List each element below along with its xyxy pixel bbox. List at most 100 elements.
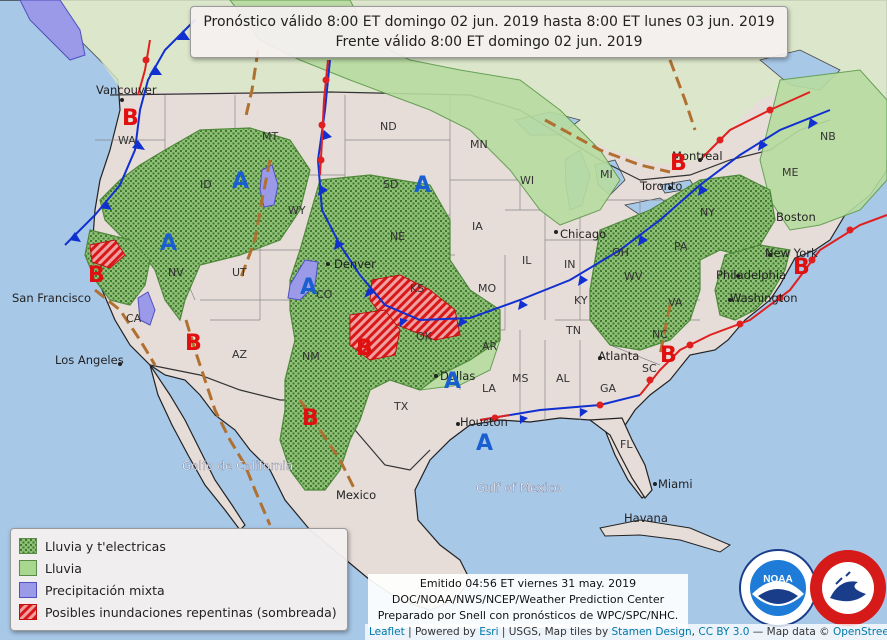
- leaflet-link[interactable]: Leaflet: [369, 626, 405, 638]
- noaa-logo[interactable]: NOAA: [738, 548, 818, 628]
- svg-text:GA: GA: [600, 382, 617, 395]
- forecast-valid-line: Pronóstico válido 8:00 ET domingo 02 jun…: [203, 14, 775, 30]
- svg-text:New York: New York: [765, 246, 818, 260]
- svg-text:OH: OH: [612, 246, 629, 259]
- svg-text:A: A: [232, 169, 249, 194]
- state-labels: WA MT ND MN WI MI ID WY SD NE IA IL IN O…: [118, 120, 836, 451]
- nws-logo[interactable]: [808, 548, 887, 628]
- svg-text:Havana: Havana: [624, 511, 668, 525]
- svg-text:ID: ID: [200, 178, 212, 191]
- svg-text:B: B: [185, 331, 202, 356]
- svg-text:A: A: [414, 173, 431, 198]
- flood-swatch: [19, 604, 37, 620]
- rain-swatch: [19, 560, 37, 576]
- svg-text:LA: LA: [482, 382, 496, 395]
- osm-link[interactable]: OpenStreetMap: [832, 626, 887, 638]
- issued-time: Emitido 04:56 ET viernes 31 may. 2019: [419, 577, 637, 590]
- svg-text:Dallas: Dallas: [440, 369, 475, 383]
- high-pressure-labels: A A A A A A: [160, 169, 493, 456]
- svg-text:ND: ND: [380, 120, 397, 133]
- svg-text:PA: PA: [674, 240, 688, 253]
- svg-text:San Francisco: San Francisco: [12, 291, 91, 305]
- svg-text:FL: FL: [620, 438, 633, 451]
- svg-text:ME: ME: [782, 166, 798, 179]
- legend-item-rain: Lluvia: [19, 557, 347, 579]
- svg-text:Boston: Boston: [776, 210, 816, 224]
- svg-text:Washington: Washington: [730, 291, 798, 305]
- svg-text:OK: OK: [416, 330, 433, 343]
- baja-california: [149, 364, 246, 531]
- low-pressure-labels: B B B B B B B B: [88, 106, 810, 431]
- legend-item-flood: Posibles inundaciones repentinas (sombre…: [19, 601, 347, 623]
- legend-label: Lluvia: [45, 560, 82, 576]
- mixed-swatch: [19, 582, 37, 598]
- legend: Lluvia y t'electricas Lluvia Precipitaci…: [10, 528, 348, 631]
- svg-text:Los Angeles: Los Angeles: [55, 353, 124, 367]
- svg-text:VA: VA: [668, 296, 683, 309]
- svg-text:B: B: [302, 406, 319, 431]
- svg-text:KY: KY: [574, 294, 588, 307]
- legend-label: Posibles inundaciones repentinas (sombre…: [45, 604, 337, 620]
- svg-text:WA: WA: [118, 134, 136, 147]
- svg-text:A: A: [444, 369, 461, 394]
- forecast-title-box: Pronóstico válido 8:00 ET domingo 02 jun…: [190, 6, 788, 58]
- mixed-precip-regions: [19, 0, 319, 326]
- svg-text:UT: UT: [232, 266, 247, 279]
- cuba: [599, 519, 732, 553]
- svg-text:MO: MO: [478, 282, 496, 295]
- svg-text:NV: NV: [168, 266, 184, 279]
- svg-text:NE: NE: [390, 230, 405, 243]
- gulf-of-california-label: Golfo de California: [182, 459, 293, 473]
- esri-link[interactable]: Esri: [479, 626, 499, 638]
- svg-text:MT: MT: [262, 130, 278, 143]
- svg-text:NM: NM: [302, 350, 320, 363]
- svg-text:Denver: Denver: [334, 257, 376, 271]
- legend-label: Precipitación mixta: [45, 582, 165, 598]
- svg-text:IN: IN: [564, 258, 575, 271]
- city-labels: Vancouver San Francisco Los Angeles Denv…: [12, 83, 818, 525]
- stamen-link[interactable]: Stamen Design: [611, 626, 692, 638]
- svg-text:WV: WV: [624, 270, 643, 283]
- svg-text:CO: CO: [316, 288, 333, 301]
- florida: [588, 417, 653, 499]
- svg-text:SD: SD: [383, 178, 398, 191]
- svg-text:WI: WI: [520, 174, 534, 187]
- issued-info: Emitido 04:56 ET viernes 31 may. 2019 DO…: [368, 574, 688, 628]
- attribution-bar: Leaflet | Powered by Esri | USGS, Map ti…: [365, 624, 887, 640]
- legend-item-rain-thunder: Lluvia y t'electricas: [19, 535, 347, 557]
- ccby-link[interactable]: CC BY 3.0: [698, 626, 750, 638]
- attrib-text: — Map data ©: [749, 626, 833, 638]
- svg-text:TX: TX: [393, 400, 409, 413]
- svg-text:Montreal: Montreal: [672, 149, 723, 163]
- svg-text:MS: MS: [512, 372, 528, 385]
- svg-text:A: A: [476, 431, 493, 456]
- svg-text:Philadelphia: Philadelphia: [716, 268, 786, 282]
- svg-text:A: A: [160, 231, 177, 256]
- svg-text:TN: TN: [565, 324, 581, 337]
- svg-text:AZ: AZ: [232, 348, 248, 361]
- attrib-text: ,: [691, 626, 699, 638]
- svg-text:IL: IL: [522, 254, 532, 267]
- svg-text:Vancouver: Vancouver: [96, 83, 157, 97]
- prepared-by: Preparado por Snell con pronósticos de W…: [377, 609, 679, 622]
- svg-text:SC: SC: [642, 362, 657, 375]
- svg-text:NOAA: NOAA: [763, 574, 792, 585]
- svg-text:Chicago: Chicago: [560, 227, 606, 241]
- attrib-text: | Powered by: [404, 626, 480, 638]
- svg-text:CA: CA: [126, 312, 142, 325]
- warm-front-bumps: [142, 56, 854, 422]
- svg-text:B: B: [356, 336, 373, 361]
- rain-thunder-swatch: [19, 538, 37, 554]
- svg-text:NC: NC: [652, 328, 668, 341]
- svg-text:Miami: Miami: [658, 477, 693, 491]
- svg-text:B: B: [660, 343, 677, 368]
- svg-text:KS: KS: [410, 282, 424, 295]
- front-valid-line: Frente válido 8:00 ET domingo 02 jun. 20…: [335, 34, 643, 50]
- svg-text:Toronto: Toronto: [639, 179, 682, 193]
- legend-item-mixed: Precipitación mixta: [19, 579, 347, 601]
- svg-text:Houston: Houston: [460, 415, 508, 429]
- svg-text:AR: AR: [482, 340, 498, 353]
- flood-regions: [89, 239, 461, 361]
- attrib-text: | USGS, Map tiles by: [498, 626, 612, 638]
